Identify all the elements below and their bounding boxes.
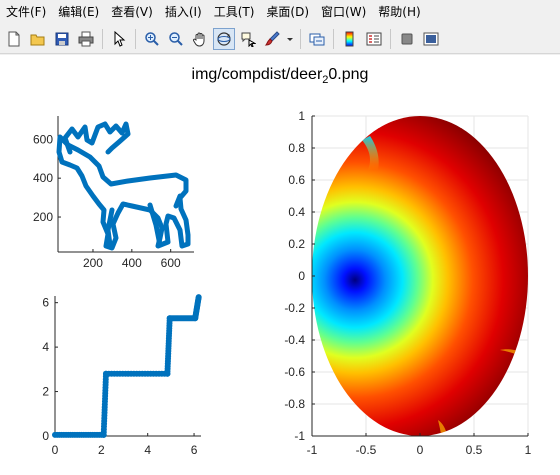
deer-outline [56,121,191,251]
y-tick-label: 0.6 [288,173,305,187]
heatmap-ticks: -1 -0.5 0 0.5 1 1 0.8 0.6 0.4 0.2 0 -0.2 -0.4 -0.6 -0.… [284,109,531,457]
y-tick-label: 0 [42,429,49,443]
show-plot-tools-icon[interactable] [420,28,442,50]
menu-insert[interactable]: 插入(I) [164,5,202,19]
y-tick-label: 400 [33,171,53,185]
heatmap-axes: -1 -0.5 0 0.5 1 1 0.8 0.6 0.4 0.2 0 -0.2 -0.4 -0.6 -0.… [284,109,531,457]
y-tick-label: -0.4 [284,333,305,347]
menu-file[interactable]: 文件(F) [6,5,47,19]
y-tick-label: 200 [33,210,53,224]
deer-ticks: 200 400 600 200 400 600 [33,132,181,270]
x-tick-label: 0 [52,443,59,457]
step-point [195,294,202,301]
print-icon[interactable] [75,28,97,50]
menu-desktop[interactable]: 桌面(D) [266,5,310,19]
y-tick-label: -0.8 [284,397,305,411]
menu-view[interactable]: 查看(V) [111,5,153,19]
y-tick-label: 6 [42,296,49,310]
brush-dropdown-icon[interactable] [285,28,295,50]
menu-tools[interactable]: 工具(T) [213,5,255,19]
step-ticks: 0 2 4 6 0 2 4 6 [42,296,197,457]
y-tick-label: 2 [42,385,49,399]
x-tick-label: 4 [144,443,151,457]
hide-plot-tools-icon[interactable] [396,28,418,50]
x-tick-label: 200 [83,256,103,270]
y-tick-label: 4 [42,340,49,354]
x-tick-label: 600 [161,256,181,270]
toolbar-separator [102,28,103,49]
x-tick-label: 0.5 [466,443,483,457]
x-tick-label: -1 [307,443,318,457]
colorbar-icon[interactable] [339,28,361,50]
menu-edit[interactable]: 编辑(E) [58,5,100,19]
deer-plot-axes: 200 400 600 200 400 600 [33,116,194,270]
y-tick-label: 600 [33,132,53,146]
toolbar-separator [300,28,301,49]
zoom-in-icon[interactable] [141,28,163,50]
open-folder-icon[interactable] [27,28,49,50]
link-plot-icon[interactable] [306,28,328,50]
deer-legs [105,193,183,248]
x-tick-label: 6 [191,443,198,457]
x-tick-label: 1 [525,443,532,457]
x-tick-label: 0 [417,443,424,457]
x-tick-label: -0.5 [356,443,377,457]
data-cursor-icon[interactable] [237,28,259,50]
figure-title: img/compdist/deer20.png [191,66,369,87]
toolbar-separator [135,28,136,49]
menu-window[interactable]: 窗口(W) [321,5,367,19]
new-file-icon[interactable] [3,28,25,50]
y-tick-label: -0.6 [284,365,305,379]
toolbar-separator [333,28,334,49]
heatmap-top-streak [362,136,379,170]
heatmap-field [312,116,528,436]
y-tick-label: 0.2 [288,237,305,251]
rotate-3d-icon[interactable] [213,27,235,50]
menu-bar: 文件(F) 编辑(E) 查看(V) 插入(I) 工具(T) 桌面(D) 窗口(W… [0,0,560,24]
figure-toolbar [0,24,560,54]
step-points [52,294,202,438]
deer-antlers [62,121,131,155]
y-tick-label: -0.2 [284,301,305,315]
y-tick-label: 0.4 [288,205,305,219]
y-tick-label: -1 [294,429,305,443]
brush-icon[interactable] [261,28,283,50]
menu-help[interactable]: 帮助(H) [378,5,421,19]
legend-icon[interactable] [363,28,385,50]
pan-hand-icon[interactable] [189,28,211,50]
zoom-out-icon[interactable] [165,28,187,50]
select-cursor-icon[interactable] [108,28,130,50]
step-plot-axes: 0 2 4 6 0 2 4 6 [42,294,202,457]
x-tick-label: 400 [122,256,142,270]
save-icon[interactable] [51,28,73,50]
x-tick-label: 2 [98,443,105,457]
y-tick-label: 1 [298,109,305,123]
y-tick-label: 0 [298,269,305,283]
toolbar-separator [390,28,391,49]
y-tick-label: 0.8 [288,141,305,155]
